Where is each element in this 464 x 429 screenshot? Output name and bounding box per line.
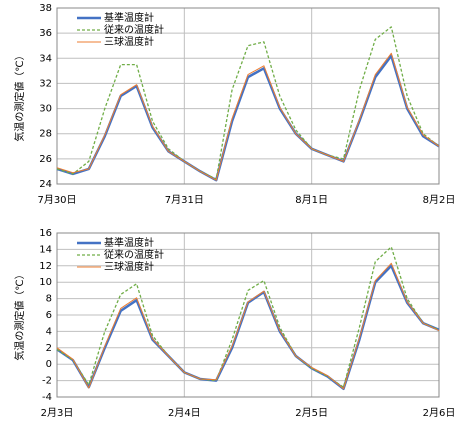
chart-panel: -4 -2 0 2 4 6 8 10 12 14 16 2月3日 2月4日 2月5日 2月6日 気温の測定値（… — [13, 228, 455, 419]
legend-label: 従来の温度計 — [104, 23, 164, 36]
y-tick-label: 36 — [39, 28, 52, 39]
series-line — [56, 262, 440, 390]
plot-frame — [56, 232, 440, 398]
series-line — [56, 264, 440, 391]
y-tick-label: 26 — [39, 154, 52, 165]
y-tick-label: 6 — [46, 310, 52, 321]
y-tick-label: 4 — [46, 326, 52, 337]
x-tick-label: 2月5日 — [295, 407, 328, 419]
x-tick-label: 8月1日 — [295, 194, 328, 206]
legend-label: 三球温度計 — [104, 260, 154, 273]
y-tick-label: 28 — [39, 129, 52, 140]
y-axis-label: 気温の測定値（℃） — [13, 269, 26, 360]
legend-label: 従来の温度計 — [104, 248, 164, 261]
y-tick-label: 8 — [46, 294, 52, 305]
y-axis-label: 気温の測定値（℃） — [13, 50, 26, 141]
y-tick-label: 14 — [39, 244, 52, 255]
y-tick-label: -2 — [42, 376, 52, 387]
series-line — [56, 52, 440, 181]
x-tick-label: 7月30日 — [37, 194, 76, 206]
x-tick-label: 2月6日 — [423, 407, 456, 419]
x-tick-label: 2月3日 — [41, 407, 74, 419]
y-tick-label: 0 — [46, 359, 52, 370]
y-tick-label: 30 — [39, 104, 52, 115]
x-tick-label: 7月31日 — [165, 194, 204, 206]
y-tick-label: 24 — [39, 179, 52, 190]
legend-label: 基準温度計 — [104, 11, 154, 24]
y-tick-label: -4 — [42, 392, 52, 403]
y-tick-label: 12 — [39, 261, 52, 272]
legend-label: 基準温度計 — [104, 236, 154, 249]
plot-frame — [56, 7, 440, 185]
legend-label: 三球温度計 — [104, 35, 154, 48]
series-line — [56, 26, 440, 180]
x-tick-label: 8月2日 — [423, 194, 456, 206]
y-tick-label: 10 — [39, 277, 52, 288]
y-tick-label: 38 — [39, 3, 52, 14]
y-tick-label: 32 — [39, 78, 52, 89]
chart-panel: 24 26 28 30 32 34 36 38 7月30日 7月31日 8月1日 8月2日 気温の測定値… — [13, 3, 455, 206]
y-tick-label: 34 — [39, 53, 52, 64]
series-line — [56, 246, 440, 388]
y-tick-label: 16 — [39, 228, 52, 239]
y-tick-label: 2 — [46, 343, 52, 354]
x-tick-label: 2月4日 — [168, 407, 201, 419]
